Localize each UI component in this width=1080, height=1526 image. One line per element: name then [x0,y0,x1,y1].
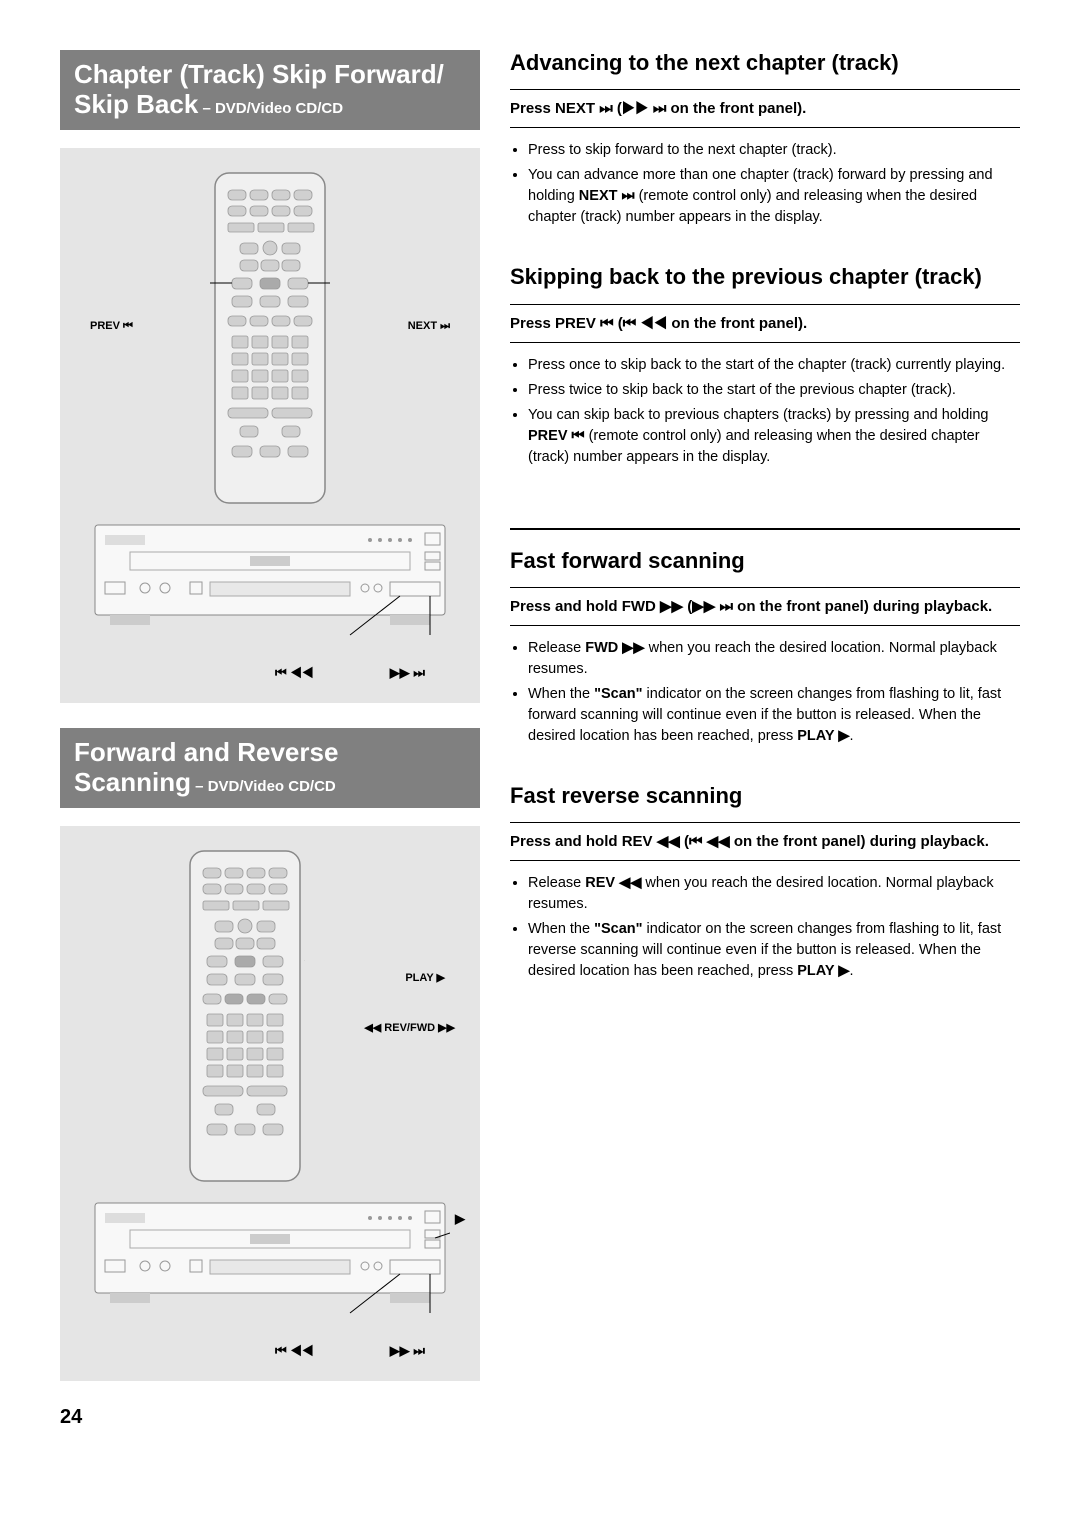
rule [510,127,1020,128]
fr-bullets: Release REV ◀◀ when you reach the desire… [510,873,1020,982]
scan-title-line2: Scanning – DVD/Video CD/CD [74,768,466,798]
skip-diagram: PREV ⏮ NEXT ⏭ [60,148,480,703]
prev-label: PREV ⏮ [90,320,133,333]
panel-left-label: ⏮ ◀◀ [275,665,314,681]
ff-instruction: Press and hold FWD ▶▶ (▶▶ ⏭ on the front… [510,596,1020,617]
bullet-item: You can skip back to previous chapters (… [528,405,1020,468]
fr-heading: Fast reverse scanning [510,783,1020,808]
skipping-heading: Skipping back to the previous chapter (t… [510,264,1020,289]
divider [510,528,1020,530]
rule [510,587,1020,588]
fr-instruction: Press and hold REV ◀◀ (⏮ ◀◀ on the front… [510,831,1020,852]
advancing-bullets: Press to skip forward to the next chapte… [510,140,1020,228]
ff-heading: Fast forward scanning [510,548,1020,573]
skipping-instruction: Press PREV ⏮ (⏮ ◀◀ on the front panel). [510,313,1020,334]
ff-bullets: Release FWD ▶▶ when you reach the desire… [510,638,1020,747]
remote-control-icon-2 [185,846,305,1186]
bullet-item: Press to skip forward to the next chapte… [528,140,1020,161]
rule [510,89,1020,90]
front-panel-icon-2 [90,1198,450,1318]
bullet-item: Release REV ◀◀ when you reach the desire… [528,873,1020,915]
bullet-item: When the "Scan" indicator on the screen … [528,684,1020,747]
bullet-item: Press twice to skip back to the start of… [528,380,1020,401]
section-fast-reverse: Fast reverse scanning Press and hold REV… [510,783,1020,982]
rule [510,304,1020,305]
rule [510,625,1020,626]
bullet-item: Press once to skip back to the start of … [528,355,1020,376]
front-panel-icon [90,520,450,640]
advancing-instruction: Press NEXT ⏭ (▶▶ ⏭ on the front panel). [510,98,1020,119]
rule [510,822,1020,823]
panel-right-label-2: ▶▶ ⏭ [390,1343,425,1359]
scan-diagram: PLAY ▶ ◀◀ REV/FWD ▶▶ [60,826,480,1381]
section-skipping-back: Skipping back to the previous chapter (t… [510,264,1020,467]
skip-title-line1: Chapter (Track) Skip Forward/ [74,60,466,90]
panel-left-label-2: ⏮ ◀◀ [275,1343,314,1359]
remote-control-icon [210,168,330,508]
skip-title-line2: Skip Back – DVD/Video CD/CD [74,90,466,120]
panel-right-label: ▶▶ ⏭ [390,665,425,681]
next-label: NEXT ⏭ [408,320,450,333]
section-advancing: Advancing to the next chapter (track) Pr… [510,50,1020,228]
skip-title-block: Chapter (Track) Skip Forward/ Skip Back … [60,50,480,130]
page-number: 24 [60,1406,480,1429]
panel-play-label: ▶ [455,1211,465,1227]
skipping-bullets: Press once to skip back to the start of … [510,355,1020,468]
scan-title-line1: Forward and Reverse [74,738,466,768]
section-fast-forward: Fast forward scanning Press and hold FWD… [510,548,1020,747]
play-label: PLAY ▶ [405,971,445,984]
rule [510,342,1020,343]
bullet-item: You can advance more than one chapter (t… [528,165,1020,228]
bullet-item: When the "Scan" indicator on the screen … [528,919,1020,982]
advancing-heading: Advancing to the next chapter (track) [510,50,1020,75]
rule [510,860,1020,861]
revfwd-label: ◀◀ REV/FWD ▶▶ [364,1021,455,1034]
bullet-item: Release FWD ▶▶ when you reach the desire… [528,638,1020,680]
scan-title-block: Forward and Reverse Scanning – DVD/Video… [60,728,480,808]
